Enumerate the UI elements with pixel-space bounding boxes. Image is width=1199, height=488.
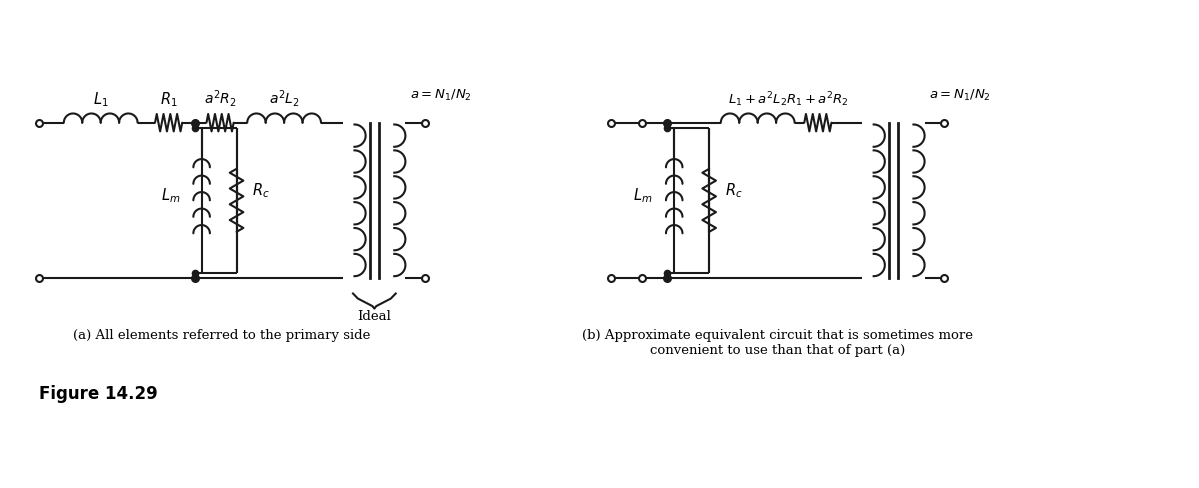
Text: $R_1$: $R_1$	[159, 90, 177, 109]
Text: $R_1 + a^2R_2$: $R_1 + a^2R_2$	[787, 90, 849, 109]
Text: Ideal: Ideal	[357, 310, 391, 323]
Text: $L_1$: $L_1$	[92, 90, 109, 109]
Text: $L_m$: $L_m$	[161, 186, 180, 205]
Text: $a^2L_2$: $a^2L_2$	[269, 88, 300, 109]
Text: $L_1 + a^2L_2$: $L_1 + a^2L_2$	[728, 90, 788, 109]
Text: (b) Approximate equivalent circuit that is sometimes more
convenient to use than: (b) Approximate equivalent circuit that …	[582, 329, 974, 357]
Text: $a = N_1/N_2$: $a = N_1/N_2$	[410, 88, 472, 103]
Text: $L_m$: $L_m$	[633, 186, 653, 205]
Text: $a = N_1/N_2$: $a = N_1/N_2$	[929, 88, 992, 103]
Text: $a^2R_2$: $a^2R_2$	[204, 88, 236, 109]
Text: $R_c$: $R_c$	[252, 181, 270, 200]
Text: Figure 14.29: Figure 14.29	[38, 385, 157, 403]
Text: $R_c$: $R_c$	[724, 181, 742, 200]
Text: (a) All elements referred to the primary side: (a) All elements referred to the primary…	[73, 329, 370, 343]
